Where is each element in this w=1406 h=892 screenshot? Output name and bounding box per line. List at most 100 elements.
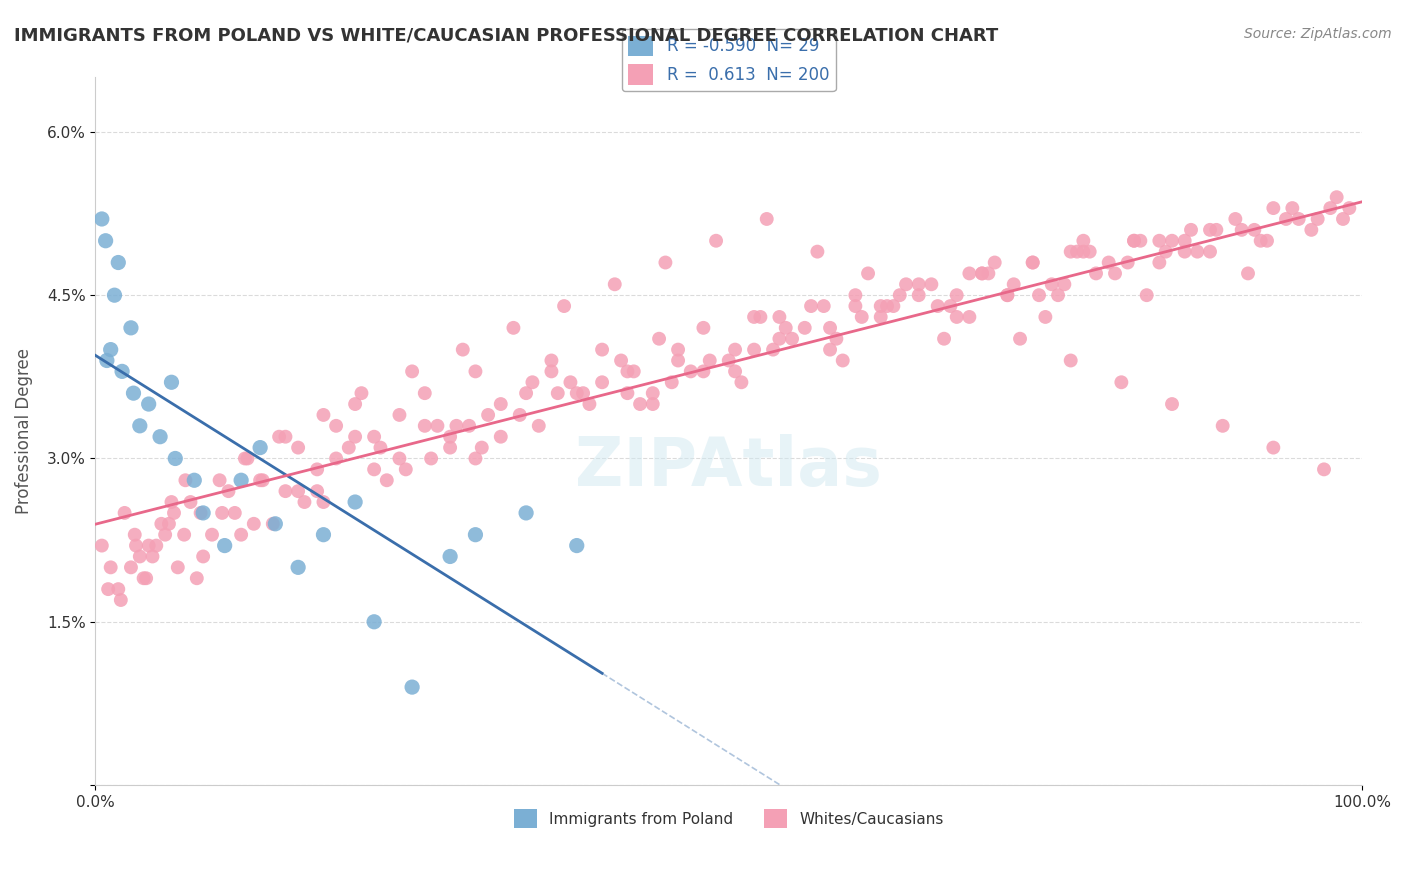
Point <box>1085 267 1108 281</box>
Point <box>325 418 347 433</box>
Point <box>502 321 524 335</box>
Point <box>211 506 233 520</box>
Point <box>768 310 790 324</box>
Point <box>818 321 841 335</box>
Point <box>907 288 929 302</box>
Point <box>401 680 423 694</box>
Point <box>141 549 163 564</box>
Point <box>1250 234 1272 248</box>
Point <box>186 571 208 585</box>
Point <box>191 549 214 564</box>
Point <box>970 267 993 281</box>
Point <box>269 430 291 444</box>
Y-axis label: Professional Degree: Professional Degree <box>15 348 32 515</box>
Point <box>100 560 122 574</box>
Point <box>939 299 962 313</box>
Point <box>1021 255 1043 269</box>
Point <box>125 539 148 553</box>
Point <box>641 386 664 401</box>
Point <box>793 321 815 335</box>
Point <box>122 386 145 401</box>
Legend: Immigrants from Poland, Whites/Caucasians: Immigrants from Poland, Whites/Caucasian… <box>508 803 949 834</box>
Point <box>312 527 335 541</box>
Point <box>1073 244 1095 259</box>
Point <box>692 321 714 335</box>
Point <box>704 234 727 248</box>
Point <box>983 255 1005 269</box>
Point <box>666 343 689 357</box>
Point <box>1256 234 1278 248</box>
Point <box>274 430 297 444</box>
Point <box>1243 223 1265 237</box>
Point <box>591 343 613 357</box>
Point <box>540 364 562 378</box>
Point <box>869 310 891 324</box>
Point <box>1313 462 1336 476</box>
Point <box>995 288 1018 302</box>
Point <box>591 376 613 390</box>
Point <box>464 451 486 466</box>
Point <box>654 255 676 269</box>
Point <box>236 451 259 466</box>
Point <box>977 267 1000 281</box>
Point <box>114 506 136 520</box>
Point <box>107 582 129 596</box>
Point <box>90 211 112 226</box>
Point <box>110 593 132 607</box>
Point <box>477 408 499 422</box>
Point <box>724 343 747 357</box>
Point <box>1098 255 1121 269</box>
Point <box>515 506 537 520</box>
Point <box>717 353 740 368</box>
Point <box>201 527 224 541</box>
Point <box>217 484 239 499</box>
Point <box>957 310 980 324</box>
Point <box>287 441 309 455</box>
Point <box>426 418 449 433</box>
Point <box>214 539 236 553</box>
Point <box>692 364 714 378</box>
Point <box>103 288 125 302</box>
Point <box>401 364 423 378</box>
Point <box>458 418 481 433</box>
Point <box>1116 255 1139 269</box>
Point <box>813 299 835 313</box>
Point <box>578 397 600 411</box>
Point <box>1319 201 1341 215</box>
Point <box>882 299 904 313</box>
Point <box>1111 376 1133 390</box>
Point <box>363 462 385 476</box>
Point <box>679 364 702 378</box>
Point <box>565 386 588 401</box>
Point <box>231 527 253 541</box>
Point <box>560 376 582 390</box>
Point <box>1073 234 1095 248</box>
Point <box>312 495 335 509</box>
Point <box>509 408 531 422</box>
Point <box>1002 277 1025 292</box>
Point <box>160 495 183 509</box>
Point <box>370 441 392 455</box>
Point <box>1078 244 1101 259</box>
Point <box>1212 418 1234 433</box>
Point <box>730 376 752 390</box>
Point <box>439 549 461 564</box>
Point <box>96 353 118 368</box>
Text: ZIPAtlas: ZIPAtlas <box>575 434 882 500</box>
Point <box>249 441 271 455</box>
Point <box>1199 223 1222 237</box>
Point <box>616 364 638 378</box>
Point <box>224 506 246 520</box>
Point <box>831 353 853 368</box>
Point <box>666 353 689 368</box>
Point <box>1008 332 1031 346</box>
Point <box>287 484 309 499</box>
Point <box>818 343 841 357</box>
Point <box>413 418 436 433</box>
Point <box>135 571 157 585</box>
Point <box>208 473 231 487</box>
Point <box>1123 234 1146 248</box>
Point <box>775 321 797 335</box>
Point <box>163 506 186 520</box>
Point <box>851 310 873 324</box>
